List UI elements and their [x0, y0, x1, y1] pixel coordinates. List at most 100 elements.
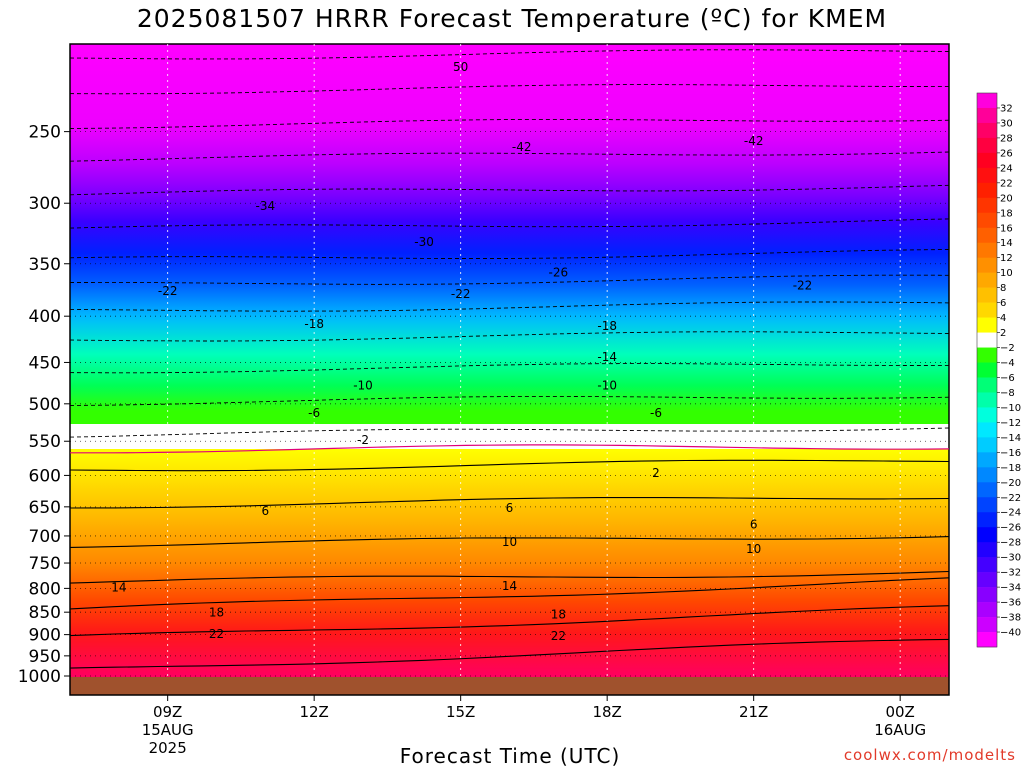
colorbar-swatch	[977, 272, 997, 288]
colorbar-label: −38	[1000, 613, 1021, 624]
colorbar-swatch	[977, 377, 997, 393]
colorbar-label: 8	[1000, 283, 1006, 294]
colorbar-swatch	[977, 242, 997, 259]
contour-label: -6	[308, 406, 320, 420]
isotherm-solid	[69, 570, 950, 584]
colorbar-swatch	[977, 482, 997, 498]
colorbar-swatch	[977, 632, 997, 648]
ground-below-surface	[70, 677, 949, 695]
contour-label: 18	[209, 606, 224, 620]
colorbar-label: −36	[1000, 598, 1021, 609]
colorbar-label: −6	[1000, 373, 1015, 384]
colorbar-label: 30	[1000, 118, 1013, 129]
contour-label: 22	[209, 627, 224, 641]
colorbar-swatch	[977, 362, 997, 378]
colorbar-swatch	[977, 182, 997, 199]
contour-label: 10	[502, 535, 517, 549]
y-tick-label: 550	[29, 432, 61, 452]
colorbar-label: 12	[1000, 253, 1013, 264]
temperature-field	[69, 43, 950, 696]
colorbar-label: 28	[1000, 133, 1013, 144]
colorbar-swatch	[977, 497, 997, 513]
colorbar-swatch	[977, 137, 997, 154]
colorbar-swatch	[977, 93, 997, 109]
colorbar-label: 14	[1000, 238, 1013, 249]
contour-label: -2	[357, 433, 369, 447]
isotherm-solid	[69, 459, 950, 472]
contour-label: -22	[793, 279, 813, 293]
colorbar-label: 18	[1000, 208, 1013, 219]
colorbar-swatch	[977, 287, 997, 303]
contour-labels: 50-42 -42-34-30-26-22 -22-22-18 -18-14-10 -1…	[111, 60, 812, 643]
colorbar-swatch	[977, 542, 997, 558]
y-tick-label: 750	[29, 554, 61, 574]
y-tick-label: 950	[29, 647, 61, 667]
colorbar-label: 10	[1000, 268, 1013, 279]
y-tick-label: 850	[29, 603, 61, 623]
contour-label: 6	[506, 501, 514, 515]
colorbar-swatch	[977, 452, 997, 468]
colorbar-label: −20	[1000, 478, 1021, 489]
isotherm-solid	[69, 497, 950, 509]
colorbar-swatch	[977, 167, 997, 184]
colorbar-swatch	[977, 602, 997, 618]
contour-label: 6	[750, 518, 758, 532]
y-tick-label: 800	[29, 579, 61, 599]
plot-frame	[69, 43, 950, 696]
contour-label: -42	[512, 140, 532, 154]
y-tick-label: 700	[29, 527, 61, 547]
contour-label: -10	[597, 378, 617, 392]
colorbar-label: 20	[1000, 193, 1013, 204]
colorbar-swatch	[977, 572, 997, 588]
colorbar-swatch	[977, 107, 997, 124]
site-credit: coolwx.com/modelts	[843, 746, 1016, 764]
contour-label: -18	[597, 319, 617, 333]
colorbar-frame	[976, 92, 998, 648]
colorbar-swatch	[977, 122, 997, 139]
x-tick-label: 21Z	[739, 703, 768, 721]
colorbar-label: 4	[1000, 313, 1006, 324]
isotherm-solid	[69, 638, 950, 669]
colorbar-swatch	[977, 152, 997, 169]
contour-label: -42	[744, 134, 764, 148]
colorbar-label: −12	[1000, 418, 1021, 429]
y-tick-label: 400	[29, 307, 61, 327]
colorbar-label: 22	[1000, 178, 1013, 189]
colorbar-swatch	[977, 467, 997, 483]
colorbar-label: −4	[1000, 358, 1015, 369]
x-tick-label: 09Z	[153, 703, 182, 721]
contour-label: 2	[652, 466, 660, 480]
y-tick-label: 450	[29, 353, 61, 373]
colorbar-label: 32	[1000, 103, 1013, 114]
x-axis-label: Forecast Time (UTC)	[399, 744, 621, 768]
contour-label: 10	[746, 542, 761, 556]
colorbar-label: −40	[1000, 628, 1021, 639]
contour-label: -18	[304, 317, 324, 331]
colorbar-label: 24	[1000, 163, 1013, 174]
colorbar-swatch	[977, 512, 997, 528]
contour-label: 22	[551, 629, 566, 643]
chart-title: 2025081507 HRRR Forecast Temperature (ºC…	[136, 4, 888, 33]
colorbar-swatch	[977, 317, 997, 333]
y-tick-label: 1000	[18, 667, 61, 687]
colorbar-label: −2	[1000, 343, 1015, 354]
x-tick-label: 15AUG	[142, 721, 194, 739]
colorbar-label: −22	[1000, 493, 1021, 504]
colorbar-swatch	[977, 212, 997, 229]
contour-label: 50	[453, 60, 468, 74]
contour-label: 14	[111, 580, 126, 594]
colorbar-label: −34	[1000, 583, 1021, 594]
colorbar-swatch	[977, 257, 997, 273]
contour-label: -22	[158, 284, 178, 298]
contour-label: 6	[262, 504, 270, 518]
y-axis-pressure: 250 300 350 400 450 500 550 600 650 700 750 800 850 9…	[18, 123, 70, 687]
colorbar-label: −8	[1000, 388, 1015, 399]
colorbar-swatch	[977, 437, 997, 453]
colorbar-label: 26	[1000, 148, 1013, 159]
colorbar-swatch	[977, 197, 997, 214]
isotherm-solid	[69, 605, 950, 637]
colorbar-swatch	[977, 227, 997, 244]
y-tick-label: 900	[29, 626, 61, 646]
